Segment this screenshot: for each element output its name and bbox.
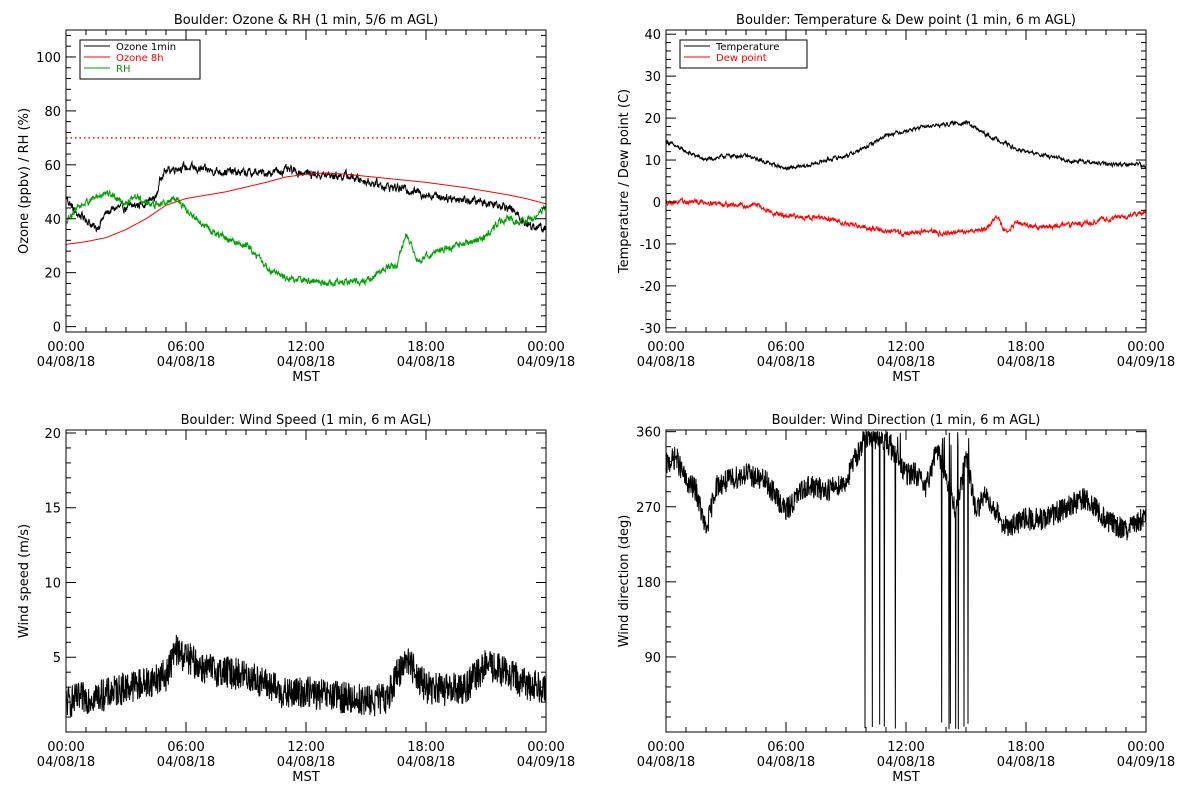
y-axis-label: Wind speed (m/s)	[17, 524, 32, 638]
x-tick-label-time: 00:00	[647, 340, 684, 355]
chart-panel-temp: Boulder: Temperature & Dew point (1 min,…	[617, 13, 1175, 385]
y-tick-label: 40	[644, 28, 661, 43]
y-tick-label: 5	[53, 651, 61, 666]
x-tick-label-date: 04/08/18	[157, 355, 215, 370]
x-tick-label-time: 00:00	[1127, 340, 1164, 355]
x-axis-label: MST	[292, 770, 319, 785]
chart-panel-wspd: Boulder: Wind Speed (1 min, 6 m AGL) 00:0…	[17, 413, 575, 785]
chart-series-group	[66, 634, 546, 718]
x-tick-label-time: 06:00	[767, 340, 804, 355]
y-tick-label: 90	[644, 651, 661, 666]
x-tick-label-time: 00:00	[527, 340, 564, 355]
x-tick-label-time: 06:00	[167, 340, 204, 355]
y-tick-label: 360	[636, 426, 661, 441]
x-tick-label-date: 04/09/18	[1117, 755, 1175, 770]
x-tick-label-date: 04/08/18	[877, 755, 935, 770]
y-tick-label: 30	[644, 70, 661, 85]
x-axis-label: MST	[892, 770, 919, 785]
x-tick-label-date: 04/08/18	[157, 755, 215, 770]
x-tick-label-date: 04/08/18	[757, 755, 815, 770]
x-tick-label-date: 04/08/18	[397, 755, 455, 770]
legend-label: Ozone 8h	[116, 53, 164, 64]
x-tick-label-time: 00:00	[647, 740, 684, 755]
legend-label: Ozone 1min	[116, 42, 176, 53]
y-tick-label: 270	[636, 501, 661, 516]
x-tick-label-time: 12:00	[287, 740, 324, 755]
x-tick-label-time: 00:00	[47, 340, 84, 355]
x-tick-label-time: 12:00	[887, 740, 924, 755]
x-tick-label-time: 00:00	[47, 740, 84, 755]
x-tick-label-date: 04/08/18	[37, 355, 95, 370]
y-tick-label: 15	[44, 502, 61, 517]
x-tick-label-date: 04/08/18	[397, 355, 455, 370]
y-axis-label: Ozone (ppbv) / RH (%)	[17, 108, 32, 254]
series-line-dew-point	[666, 197, 1146, 239]
chart-panel-wdir: Boulder: Wind Direction (1 min, 6 m AGL)…	[617, 413, 1175, 785]
chart-title: Boulder: Temperature & Dew point (1 min,…	[736, 13, 1076, 28]
chart-series-group	[66, 160, 546, 288]
x-tick-label-time: 00:00	[527, 740, 564, 755]
x-tick-label-time: 12:00	[287, 340, 324, 355]
series-line-ozone-8h	[66, 172, 546, 245]
legend-label: RH	[116, 64, 130, 75]
x-tick-label-date: 04/08/18	[277, 755, 335, 770]
legend-box	[679, 39, 808, 69]
y-tick-label: 40	[44, 213, 61, 228]
x-tick-label-date: 04/08/18	[277, 355, 335, 370]
y-tick-label: -20	[640, 280, 661, 295]
x-tick-label-time: 18:00	[407, 340, 444, 355]
y-tick-label: 10	[644, 154, 661, 169]
x-tick-label-time: 06:00	[767, 740, 804, 755]
series-line-wspd	[66, 634, 546, 718]
series-line-wdir	[666, 430, 1146, 730]
y-tick-label: 20	[644, 112, 661, 127]
chart-title: Boulder: Wind Speed (1 min, 6 m AGL)	[181, 413, 432, 428]
y-tick-label: 80	[44, 105, 61, 120]
y-axis-label: Temperature / Dew point (C)	[617, 89, 632, 274]
x-tick-label-time: 18:00	[407, 740, 444, 755]
y-tick-label: 20	[44, 267, 61, 282]
x-tick-label-time: 18:00	[1007, 740, 1044, 755]
x-tick-label-time: 18:00	[1007, 340, 1044, 355]
x-tick-label-date: 04/08/18	[757, 355, 815, 370]
series-line-rh	[66, 189, 546, 288]
x-tick-label-date: 04/09/18	[1117, 355, 1175, 370]
y-tick-label: 20	[44, 427, 61, 442]
chart-title: Boulder: Ozone & RH (1 min, 5/6 m AGL)	[174, 13, 438, 28]
y-tick-label: -10	[640, 238, 661, 253]
x-axis-label: MST	[892, 370, 919, 385]
chart-panel-ozone: Boulder: Ozone & RH (1 min, 5/6 m AGL)00…	[17, 13, 575, 385]
y-tick-label: 60	[44, 159, 61, 174]
x-tick-label-date: 04/08/18	[637, 755, 695, 770]
chart-series-group	[666, 430, 1146, 730]
x-tick-label-date: 04/08/18	[997, 755, 1055, 770]
y-axis-label: Wind direction (deg)	[617, 515, 632, 648]
y-tick-label: 0	[53, 321, 61, 336]
x-tick-label-date: 04/08/18	[877, 355, 935, 370]
x-tick-label-date: 04/08/18	[997, 355, 1055, 370]
y-tick-label: 180	[636, 576, 661, 591]
x-tick-label-time: 00:00	[1127, 740, 1164, 755]
legend-label: Dew point	[716, 53, 767, 64]
chart-title: Boulder: Wind Direction (1 min, 6 m AGL)	[772, 413, 1041, 428]
x-tick-label-date: 04/08/18	[37, 755, 95, 770]
chart-series-group	[666, 119, 1146, 239]
y-tick-label: 100	[36, 51, 61, 66]
legend-label: Temperature	[715, 42, 779, 53]
x-tick-label-time: 12:00	[887, 340, 924, 355]
series-line-temperature	[666, 119, 1146, 172]
x-tick-label-date: 04/08/18	[637, 355, 695, 370]
x-tick-label-date: 04/09/18	[517, 755, 575, 770]
x-tick-label-date: 04/09/18	[517, 355, 575, 370]
y-tick-label: 10	[44, 576, 61, 591]
x-axis-label: MST	[292, 370, 319, 385]
x-tick-label-time: 06:00	[167, 740, 204, 755]
y-tick-label: -30	[640, 322, 661, 337]
y-tick-label: 0	[653, 196, 661, 211]
